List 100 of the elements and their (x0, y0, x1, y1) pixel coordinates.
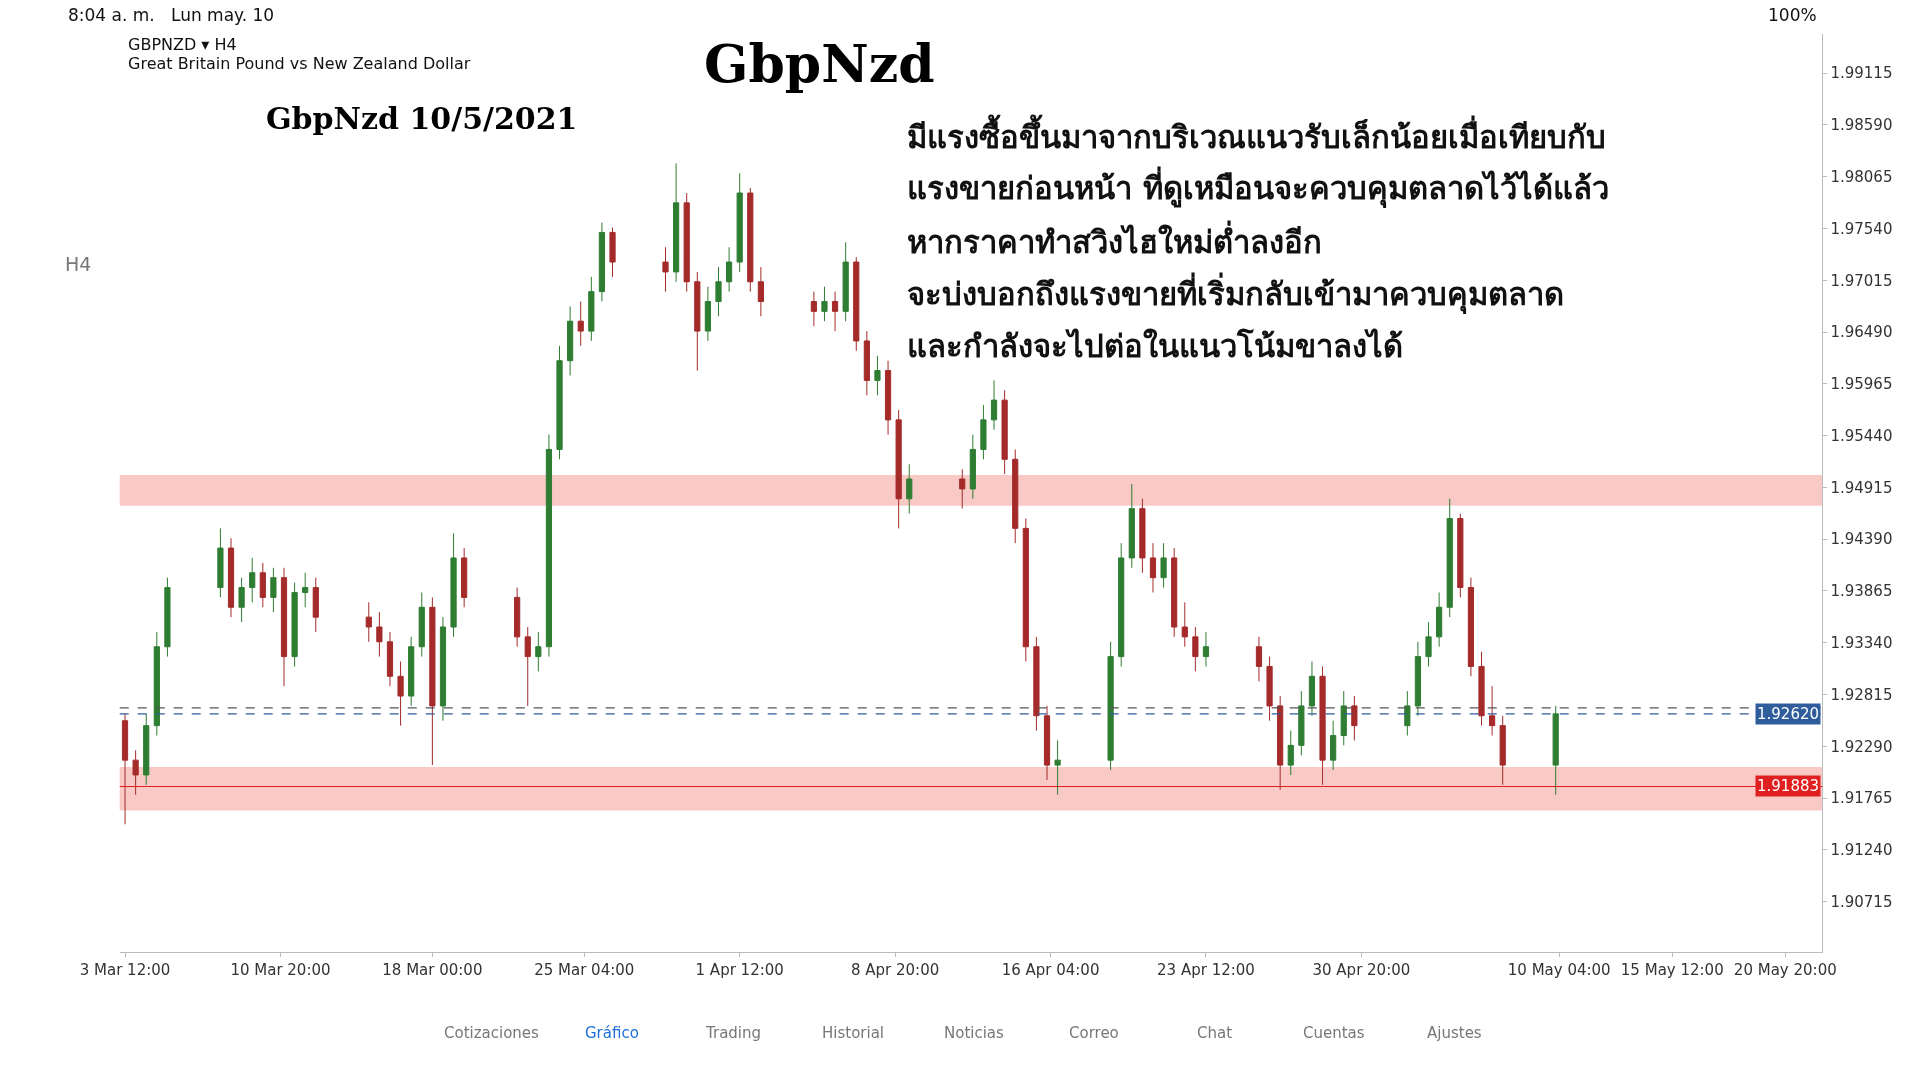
candlestick (704, 286, 711, 342)
candlestick (270, 567, 277, 613)
y-tick-label: 1.99115 (1830, 64, 1893, 83)
candlestick (874, 355, 881, 396)
x-tick-label: 10 Mar 20:00 (230, 961, 331, 979)
text: 100% (1768, 5, 1817, 25)
candlestick (1319, 665, 1326, 786)
candlestick (1478, 651, 1485, 727)
candlestick (1414, 641, 1422, 717)
candlestick (1118, 542, 1125, 667)
candlestick (715, 266, 722, 317)
candlestick (1287, 730, 1294, 776)
candlestick (609, 227, 616, 278)
x-tick-label: 15 May 12:00 (1620, 961, 1724, 979)
annotation: หากราคาทำสวิงไฮใหม่ต่ำลงอีก (907, 220, 1322, 260)
y-tick-label: 1.95965 (1830, 375, 1893, 394)
candlestick (1139, 498, 1146, 574)
candlestick (673, 162, 680, 283)
candlestick (831, 291, 839, 332)
candlestick (1001, 389, 1008, 475)
candlestick (842, 241, 849, 322)
candlestick (1043, 705, 1051, 781)
y-tick-label: 1.94390 (1830, 530, 1893, 549)
candlestick (810, 291, 817, 327)
candlestick (895, 409, 902, 529)
y-tick-label: 1.94915 (1830, 478, 1893, 497)
text: Ajustes (1427, 1024, 1482, 1042)
y-tick-label: 1.98065 (1830, 167, 1893, 186)
candlestick (153, 631, 160, 736)
candlestick (853, 256, 860, 352)
text: H4 (65, 253, 92, 275)
candlestick (164, 577, 171, 658)
candlestick (217, 527, 224, 598)
y-tick-label: 1.97015 (1830, 271, 1893, 290)
candlestick (959, 468, 966, 510)
y-tick-label: 1.92815 (1830, 685, 1893, 704)
candlestick (1467, 577, 1475, 677)
candlestick (884, 360, 892, 436)
candlestick (143, 713, 150, 786)
candlestick (757, 266, 764, 317)
candlestick (1160, 542, 1167, 589)
candlestick (291, 582, 298, 667)
text: GbpNzd 10/5/2021 (266, 101, 578, 136)
candlestick (1202, 631, 1210, 667)
candlestick (567, 305, 574, 376)
candlestick (1128, 483, 1135, 569)
candlestick (535, 631, 542, 672)
candlestick (747, 187, 754, 293)
candlestick (408, 636, 415, 707)
text: Historial (822, 1024, 885, 1042)
x-tick-label: 23 Apr 12:00 (1157, 961, 1255, 979)
candlestick (821, 286, 828, 322)
candlestick (1425, 621, 1432, 667)
candlestick (1277, 695, 1284, 791)
candlestick (461, 547, 468, 608)
annotation: Great Britain Pound vs New Zealand Dollar (128, 54, 471, 73)
ref-line-label: 1.92620 (1757, 705, 1820, 723)
text: Gráfico (585, 1024, 639, 1042)
candlestick (1330, 720, 1337, 771)
candlestick (990, 379, 998, 431)
annotation: จะบ่งบอกถึงแรงขายที่เริ่มกลับเข้ามาควบคุมตลาด (907, 272, 1564, 314)
x-tick-label: 16 Apr 04:00 (1001, 961, 1100, 979)
candlestick (312, 577, 319, 633)
x-tick-label: 20 May 20:00 (1733, 961, 1837, 979)
candlestick (1022, 518, 1029, 663)
candlestick (726, 246, 733, 293)
annotation: GBPNZD ▾ H4 (128, 35, 237, 54)
y-tick-label: 1.97540 (1830, 219, 1893, 238)
x-tick-label: 8 Apr 20:00 (850, 961, 940, 979)
candlestick (386, 631, 394, 687)
y-tick-label: 1.93865 (1830, 582, 1893, 601)
y-tick-label: 1.96490 (1830, 323, 1893, 342)
candlestick (863, 330, 870, 396)
annotation: มีแรงซื้อขึ้นมาจากบริเวณแนวรับเล็กน้อยเมื่อเทียบกับ (907, 114, 1606, 155)
y-tick-label: 1.91240 (1830, 841, 1893, 860)
candlestick (980, 404, 987, 460)
candlestick (662, 246, 669, 293)
candlestick (450, 532, 457, 638)
y-tick-label: 1.98590 (1830, 116, 1893, 135)
candlestick (1298, 690, 1305, 756)
candlestick (1181, 601, 1188, 648)
text: Chat (1197, 1024, 1233, 1042)
candlestick (736, 172, 743, 273)
candlestick (132, 749, 139, 796)
annotation: และกำลังจะไปต่อในแนวโน้มขาลงได้ (907, 328, 1403, 364)
candlestick (429, 596, 436, 766)
candlestick (1436, 591, 1443, 648)
chart-title: GbpNzd (704, 33, 935, 94)
candlestick (1149, 542, 1157, 593)
candlestick (1340, 690, 1347, 746)
text: Trading (705, 1024, 762, 1042)
candlestick (577, 301, 584, 347)
text: Noticias (944, 1024, 1005, 1042)
y-tick-label: 1.91765 (1830, 789, 1893, 808)
candlestick (1054, 739, 1061, 796)
candlestick (418, 591, 425, 658)
candlestick (969, 434, 976, 500)
y-tick-label: 1.90715 (1830, 892, 1893, 911)
candlestick (906, 463, 913, 515)
text: Correo (1069, 1024, 1119, 1042)
